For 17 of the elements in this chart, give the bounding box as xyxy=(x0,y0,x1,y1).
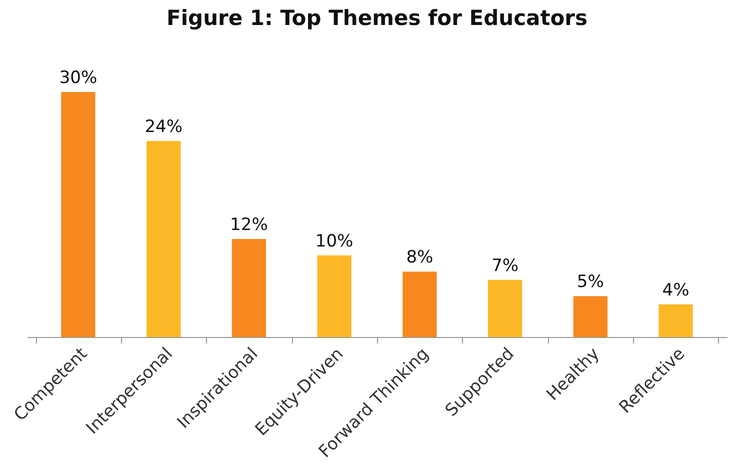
bar xyxy=(658,304,693,337)
bar xyxy=(573,296,608,337)
bar xyxy=(61,92,96,337)
data-label: 24% xyxy=(144,117,182,137)
data-label: 5% xyxy=(576,272,604,292)
data-label: 4% xyxy=(662,280,690,300)
bar xyxy=(317,255,352,337)
data-label: 30% xyxy=(59,68,98,88)
data-label: 10% xyxy=(315,231,354,252)
bar xyxy=(488,280,522,337)
data-label: 8% xyxy=(406,248,434,268)
bar xyxy=(146,141,181,337)
data-label: 7% xyxy=(492,256,519,276)
bar xyxy=(402,272,437,337)
chart-title: Figure 1: Top Themes for Educators xyxy=(166,6,588,30)
data-label: 12% xyxy=(230,215,268,235)
bar xyxy=(232,239,266,337)
